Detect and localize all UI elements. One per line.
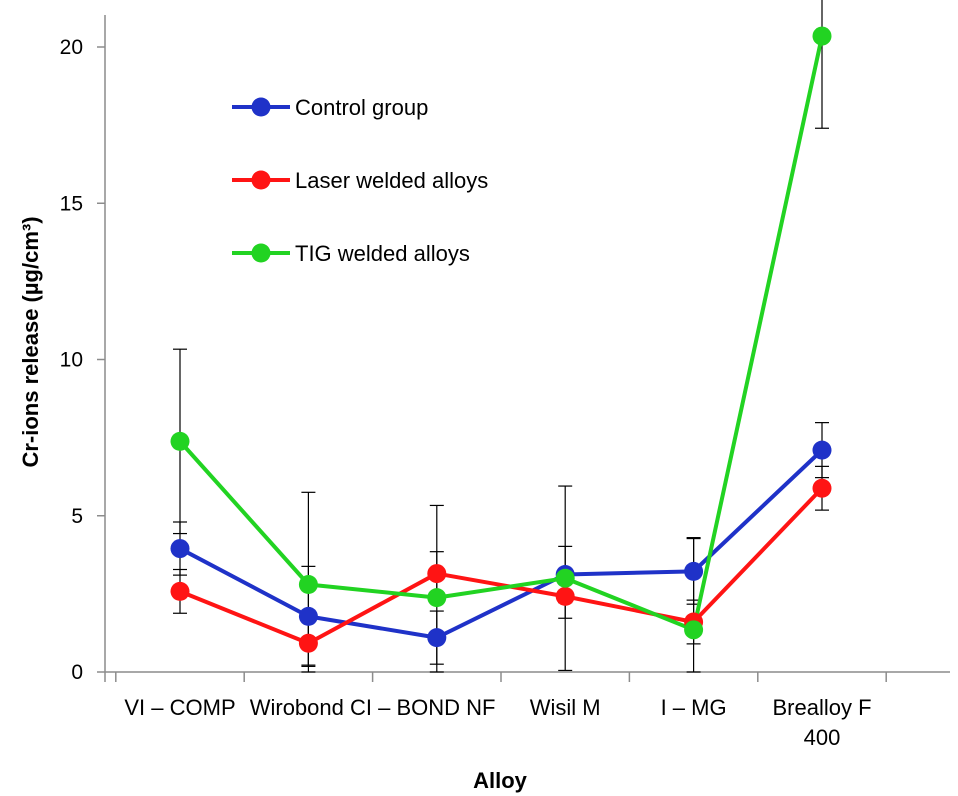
data-point: [812, 26, 832, 46]
data-point: [812, 440, 832, 460]
y-tick-label: 5: [71, 505, 83, 528]
y-axis-title: Cr-ions release (µg/cm³): [18, 216, 43, 467]
data-point: [170, 539, 190, 559]
y-tick-label: 15: [60, 192, 83, 215]
legend-label: Laser welded alloys: [295, 168, 488, 193]
error-bars: [173, 0, 829, 673]
series-line: [179, 486, 824, 646]
data-point: [427, 564, 447, 584]
y-tick-label: 10: [60, 349, 83, 372]
data-point: [170, 431, 190, 451]
data-point: [684, 561, 704, 581]
data-point: [427, 628, 447, 648]
x-tick-label: I – MG: [661, 695, 727, 720]
x-tick-label: Wirobond CI – BOND NF: [250, 695, 496, 720]
series-line: [178, 35, 824, 632]
series-line: [179, 448, 824, 640]
legend-swatch-marker: [251, 97, 271, 117]
axis-labels: VI – COMP Wirobond CI – BOND NF Wisil M I –…: [124, 695, 871, 750]
x-axis-title: Alloy: [473, 768, 528, 793]
x-tick-label: Brealloy F: [772, 695, 871, 720]
x-tick-label: VI – COMP: [124, 695, 235, 720]
data-point: [170, 581, 190, 601]
data-point: [812, 478, 832, 498]
x-tick-label: 400: [804, 725, 841, 750]
legend-swatch-marker: [251, 170, 271, 190]
data-point: [555, 586, 575, 606]
series-points: [170, 26, 832, 653]
data-point: [427, 588, 447, 608]
data-point: [555, 568, 575, 588]
y-tick-label: 20: [60, 36, 83, 59]
x-tick-label: Wisil M: [530, 695, 601, 720]
data-point: [298, 575, 318, 594]
legend-label: TIG welded alloys: [295, 241, 470, 266]
series-lines: [178, 35, 824, 646]
legend: Control group Laser welded alloys TIG weld…: [232, 95, 488, 266]
data-point: [298, 633, 318, 653]
data-point: [298, 606, 318, 626]
legend-swatch-marker: [251, 243, 271, 263]
legend-label: Control group: [295, 95, 428, 120]
axes: 0 5 10 15 20: [60, 15, 950, 684]
data-point: [684, 620, 704, 640]
y-tick-label: 0: [71, 661, 83, 684]
